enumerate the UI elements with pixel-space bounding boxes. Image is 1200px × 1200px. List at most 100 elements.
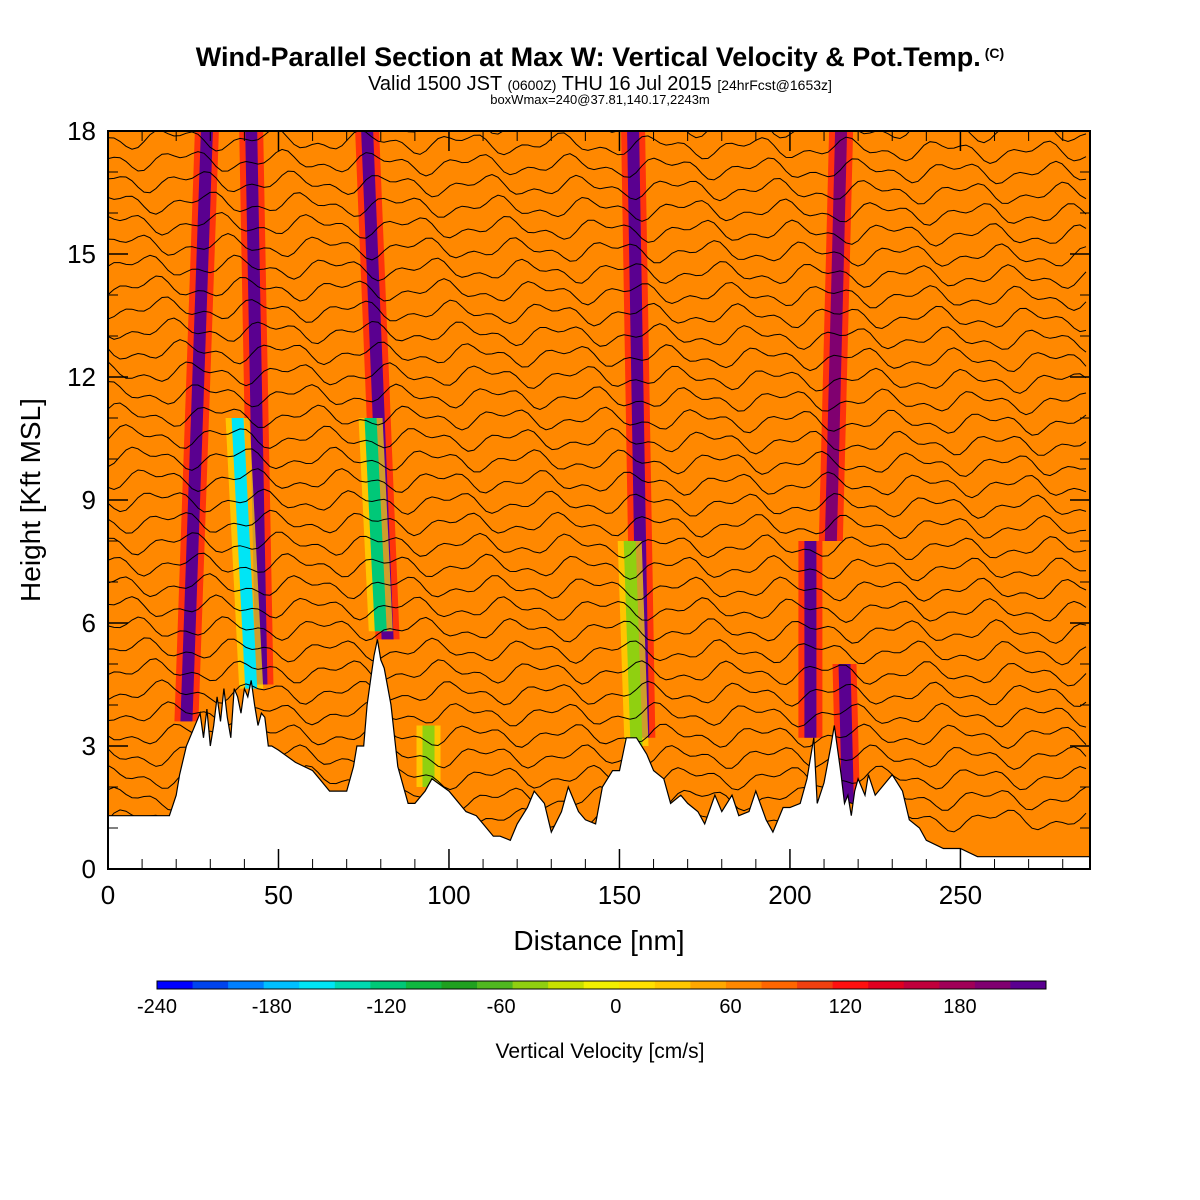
updraft-band-3 [627, 131, 650, 738]
isentrope-line [108, 381, 1087, 416]
colorbar-swatch [690, 981, 727, 989]
colorbar-swatch [299, 981, 336, 989]
downdraft-band-3 [623, 541, 643, 746]
colorbar-frame [156, 980, 1047, 990]
colorbar-swatch [228, 981, 265, 989]
downdraft-band-1 [364, 418, 387, 632]
colorbar-swatch [725, 981, 763, 989]
chart-title-mark: (C) [984, 45, 1005, 61]
isentrope-line [108, 424, 1087, 456]
chart-title: Wind-Parallel Section at Max W: Vertical… [0, 42, 1200, 73]
y-tick-label: 18 [67, 116, 96, 146]
y-tick-label: 12 [67, 362, 96, 392]
isentrope-line [108, 339, 1087, 373]
x-axis-label: Distance [nm] [513, 925, 684, 956]
updraft-band-1 [245, 131, 268, 685]
colorbar-tick-label: -240 [137, 996, 177, 1018]
isentrope-line [108, 211, 1087, 247]
y-tick-label: 0 [82, 854, 96, 884]
axes: 0 50 100 150 200 250 0 3 6 9 12 15 18 [67, 116, 1090, 910]
isentrope-line [108, 232, 1087, 267]
isentrope-line [108, 468, 1087, 499]
colorbar-swatch [334, 981, 371, 989]
isentrope-line [108, 191, 1087, 226]
y-tick-label: 3 [82, 731, 96, 761]
colorbar-swatch [939, 981, 976, 989]
colorbar-swatch [619, 981, 656, 989]
isentrope-line [108, 573, 1087, 602]
chart-subtitle: Valid 1500 JST (0600Z) THU 16 Jul 2015 [… [0, 73, 1200, 96]
x-tick-label: 0 [101, 880, 115, 910]
isentrope-line [108, 402, 1087, 436]
colorbar-swatch [192, 981, 229, 989]
colorbar-swatch [903, 981, 940, 989]
isentrope-line [108, 170, 1087, 205]
isentrope-line [108, 254, 1087, 289]
terrain [108, 639, 1090, 869]
colorbar-swatch [441, 981, 478, 989]
colorbar-tick-label: -180 [252, 996, 292, 1018]
valid-utc: (0600Z) [507, 77, 557, 93]
colorbar-tick-label: 180 [943, 996, 976, 1018]
isentrope-line [108, 679, 1087, 707]
box-info: boxWmax=240@37.81,140.17,2243m [490, 92, 710, 107]
colorbar-swatch [512, 981, 549, 989]
colorbar-swatch [832, 981, 869, 989]
colorbar-tick-label: 60 [719, 996, 741, 1018]
isentrope-line [108, 488, 1087, 519]
colorbar-swatch [974, 981, 1011, 989]
isentrope-line [108, 701, 1087, 728]
valid-date: THU 16 Jul 2015 [561, 73, 712, 95]
isentrope-line [108, 616, 1087, 644]
colorbar-swatch [761, 981, 798, 989]
colorbar-swatch [1010, 981, 1047, 989]
forecast-info: [24hrFcst@1653z] [717, 77, 832, 93]
colorbar-tick-label: 0 [610, 996, 621, 1018]
colorbar-swatch [263, 981, 300, 989]
plot-area [108, 131, 1090, 869]
isentrope-line [108, 317, 1087, 353]
colorbar-swatch [583, 981, 620, 989]
chart-title-text: Wind-Parallel Section at Max W: Vertical… [195, 42, 981, 72]
isentrope-line [108, 637, 1087, 666]
isentrope-line [108, 446, 1087, 477]
isentrope-line [108, 722, 1087, 749]
updraft-band-5 [838, 664, 854, 804]
colorbar-tick-label: -120 [366, 996, 406, 1018]
isentrope-line [108, 509, 1087, 540]
updraft-band-4 [804, 541, 817, 738]
x-tick-label: 200 [768, 880, 811, 910]
x-tick-label: 250 [939, 880, 982, 910]
isentrope-line [108, 594, 1087, 623]
isentrope-line [108, 658, 1087, 687]
x-tick-label: 50 [264, 880, 293, 910]
isentrope-line [108, 275, 1087, 311]
colorbar-tick-label: 120 [829, 996, 862, 1018]
y-tick-label: 6 [82, 608, 96, 638]
valid-prefix: Valid 1500 JST [368, 73, 502, 95]
colorbar-swatch [477, 981, 514, 989]
colorbar-swatch [654, 981, 691, 989]
colorbar-tick-label: -60 [487, 996, 516, 1018]
isentrope-line [108, 552, 1087, 582]
updraft-band-0 [180, 131, 213, 722]
y-axis-label: Height [Kft MSL] [15, 398, 46, 602]
y-tick-label: 9 [82, 485, 96, 515]
y-tick-label: 15 [67, 239, 96, 269]
colorbar-swatch [157, 981, 194, 989]
isentrope-line [108, 296, 1087, 333]
isentrope-line [108, 531, 1087, 560]
colorbar-title: Vertical Velocity [cm/s] [496, 1040, 705, 1063]
x-tick-label: 100 [427, 880, 470, 910]
updraft-band-6 [824, 131, 848, 541]
isentrope-line [108, 148, 1087, 185]
colorbar-swatch [548, 981, 585, 989]
colorbar-swatch [405, 981, 442, 989]
colorbar-swatch [868, 981, 905, 989]
x-tick-label: 150 [598, 880, 641, 910]
colorbar-swatch [797, 981, 834, 989]
colorbar-swatch [370, 981, 407, 989]
isentrope-line [108, 361, 1087, 394]
isentrope-line [108, 131, 1087, 165]
